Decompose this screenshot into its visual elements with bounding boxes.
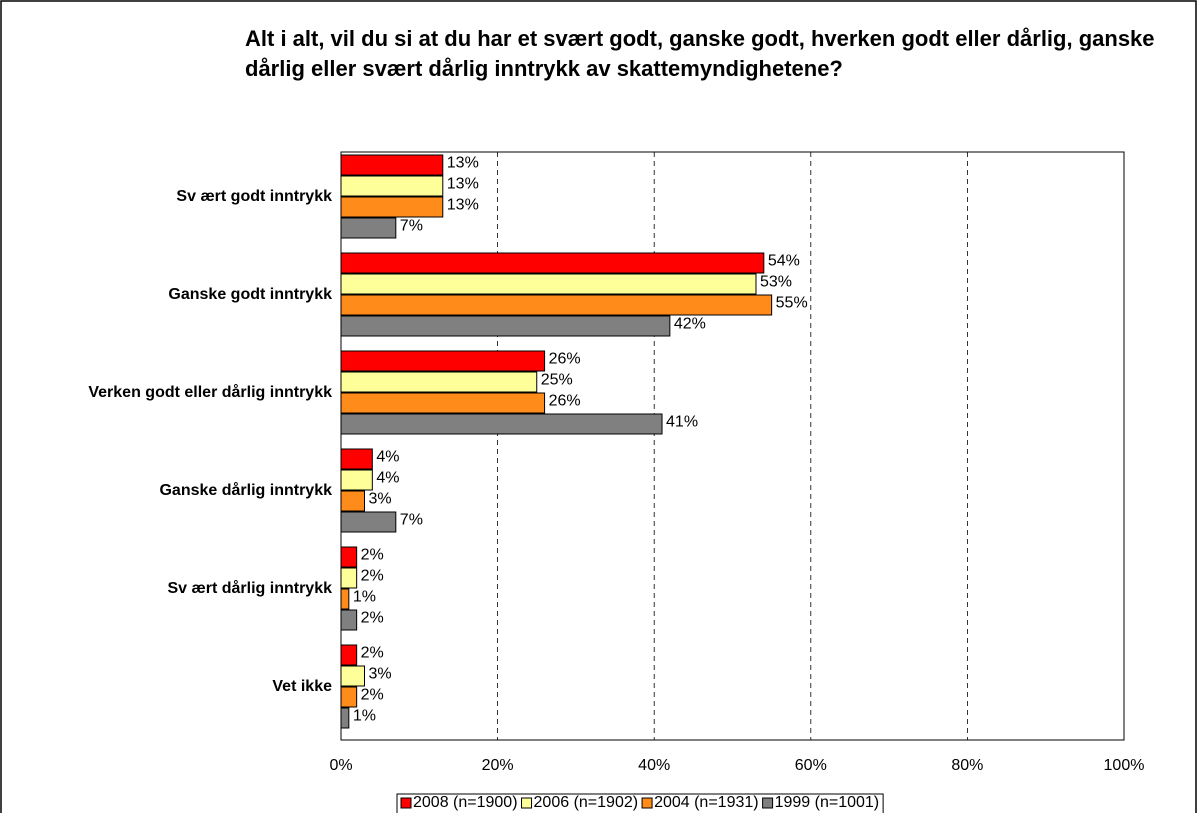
- bar: [340, 609, 358, 631]
- category-label: Vet ikke: [272, 678, 332, 695]
- legend-label: 2008 (n=1900): [413, 794, 518, 811]
- legend-box: [396, 793, 884, 813]
- legend-label: 2006 (n=1902): [534, 794, 639, 811]
- category-label: Sv ært godt inntrykk: [176, 188, 332, 205]
- bar: [340, 371, 538, 393]
- legend-swatch: [400, 797, 412, 809]
- bar: [340, 588, 350, 610]
- value-label: 26%: [549, 351, 581, 368]
- value-label: 1%: [353, 708, 376, 725]
- bar: [340, 294, 773, 316]
- value-label: 25%: [541, 372, 573, 389]
- value-label: 2%: [361, 610, 384, 627]
- value-label: 13%: [447, 155, 479, 172]
- x-tick-label: 60%: [795, 757, 827, 774]
- value-label: 26%: [549, 393, 581, 410]
- value-label: 13%: [447, 176, 479, 193]
- bar: [340, 392, 546, 414]
- value-label: 4%: [376, 449, 399, 466]
- value-label: 3%: [368, 666, 391, 683]
- value-label: 1%: [353, 589, 376, 606]
- bar: [340, 567, 358, 589]
- value-label: 2%: [361, 568, 384, 585]
- bar: [340, 665, 365, 687]
- bar: [340, 469, 373, 491]
- bar: [340, 546, 358, 568]
- x-tick-label: 20%: [482, 757, 514, 774]
- legend-label: 2004 (n=1931): [654, 794, 759, 811]
- bar: [340, 350, 546, 372]
- category-label: Ganske godt inntrykk: [168, 286, 332, 303]
- bar: [340, 448, 373, 470]
- x-tick-label: 100%: [1104, 757, 1145, 774]
- value-label: 53%: [760, 274, 792, 291]
- category-label: Verken godt eller dårlig inntrykk: [88, 383, 332, 401]
- bar: [340, 273, 757, 295]
- bar: [340, 154, 444, 176]
- x-tick-label: 80%: [951, 757, 983, 774]
- value-label: 3%: [368, 491, 391, 508]
- value-label: 7%: [400, 512, 423, 529]
- category-label: Ganske dårlig inntrykk: [159, 481, 332, 499]
- bar: [340, 217, 397, 239]
- chart-title: Alt i alt, vil du si at du har et svært …: [245, 26, 1155, 81]
- bar: [340, 196, 444, 218]
- value-label: 4%: [376, 470, 399, 487]
- bar: [340, 413, 663, 435]
- value-label: 41%: [666, 414, 698, 431]
- plot-area: [340, 151, 1125, 741]
- bar: [340, 490, 365, 512]
- bar: [340, 644, 358, 666]
- legend-swatch: [641, 797, 653, 809]
- bar: [340, 175, 444, 197]
- bar: [340, 511, 397, 533]
- legend-label: 1999 (n=1001): [775, 794, 880, 811]
- bar: [340, 315, 671, 337]
- value-label: 2%: [361, 645, 384, 662]
- value-label: 55%: [776, 295, 808, 312]
- value-label: 2%: [361, 687, 384, 704]
- bar: [340, 686, 358, 708]
- value-label: 7%: [400, 218, 423, 235]
- value-label: 54%: [768, 253, 800, 270]
- legend-swatch: [762, 797, 774, 809]
- value-label: 13%: [447, 197, 479, 214]
- category-label: Sv ært dårlig inntrykk: [168, 579, 333, 597]
- x-tick-label: 40%: [638, 757, 670, 774]
- bar: [340, 707, 350, 729]
- bar: [340, 252, 765, 274]
- value-label: 42%: [674, 316, 706, 333]
- value-label: 2%: [361, 547, 384, 564]
- legend-swatch: [521, 797, 533, 809]
- x-tick-label: 0%: [329, 757, 352, 774]
